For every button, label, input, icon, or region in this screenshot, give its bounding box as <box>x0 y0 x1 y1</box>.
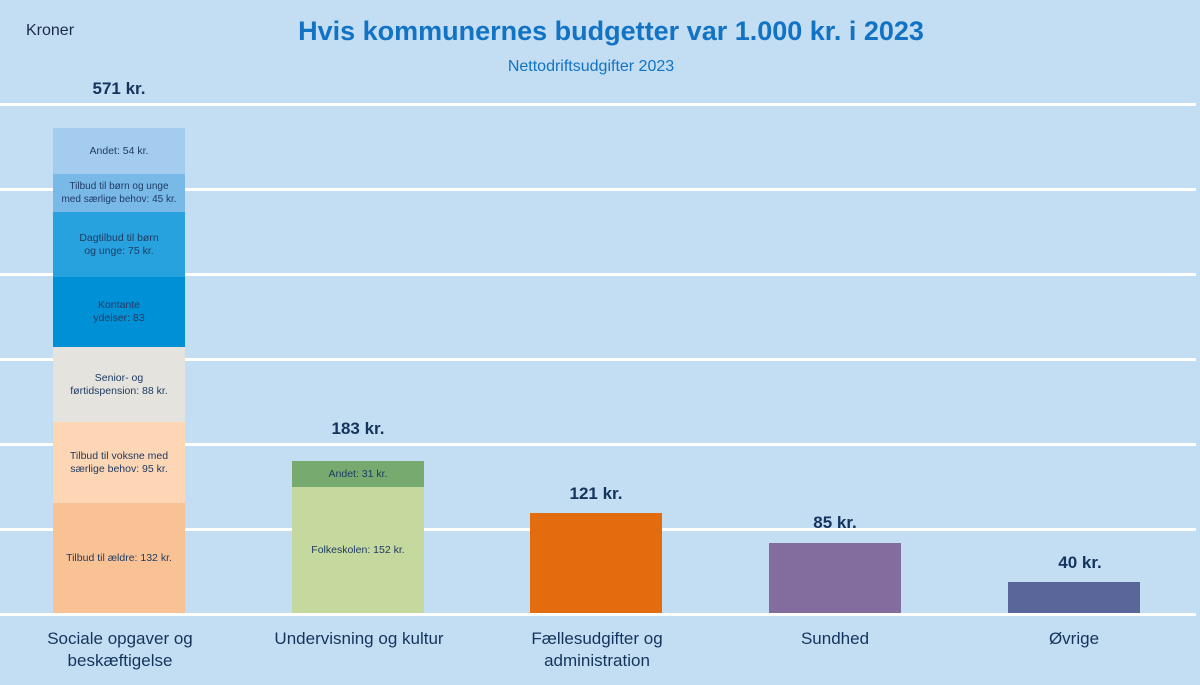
gridline-500 <box>0 188 1196 191</box>
category-label: Sundhed <box>800 629 870 648</box>
segment-dagtilbud: Dagtilbud til børn og unge: 75 kr. <box>53 212 185 277</box>
category-label: Undervisning og kultur <box>274 629 444 648</box>
bar-total-label: 571 kr. <box>92 79 146 98</box>
gridline-400 <box>0 273 1196 276</box>
x-axis-baseline <box>0 613 1196 616</box>
bar-sundhed <box>769 543 901 614</box>
segment-boern-unge-saerlige-behov: Tilbud til børn og unge med særlige beho… <box>53 174 185 212</box>
segment-voksne-saerlige-behov: Tilbud til voksne med særlige behov: 95 … <box>53 422 185 503</box>
stacked-bar-undervisning: Andet: 31 kr. Folkeskolen: 152 kr. <box>292 461 424 614</box>
segment-senior-foertidspension: Senior- og førtidspension: 88 kr. <box>53 347 185 422</box>
chart-title: Hvis kommunernes budgetter var 1.000 kr.… <box>298 16 924 46</box>
segment-aeldre: Tilbud til ældre: 132 kr. <box>53 503 185 614</box>
segment-andet: Andet: 54 kr. <box>53 128 185 174</box>
segment-folkeskolen: Folkeskolen: 152 kr. <box>292 487 424 614</box>
y-axis-unit-label: Kroner <box>26 22 75 39</box>
segment-andet: Andet: 31 kr. <box>292 461 424 487</box>
category-label: Sociale opgaver og beskæftigelse <box>47 629 193 670</box>
bar-total-label: 183 kr. <box>331 419 385 438</box>
bar-total-label: 121 kr. <box>569 484 623 503</box>
category-label: Øvrige <box>1048 629 1100 648</box>
bar-faellesudgifter <box>530 513 662 614</box>
gridline-600 <box>0 103 1196 106</box>
category-label: Fællesudgifter og administration <box>531 629 663 670</box>
chart-subtitle: Nettodriftsudgifter 2023 <box>507 58 675 75</box>
stacked-bar-sociale-opgaver: Andet: 54 kr. Tilbud til børn og unge me… <box>53 128 185 614</box>
gridline-200 <box>0 443 1196 446</box>
segment-kontante-ydelser: Kontante ydelser: 83 <box>53 277 185 347</box>
gridline-300 <box>0 358 1196 361</box>
bar-total-label: 85 kr. <box>813 513 857 532</box>
bar-total-label: 40 kr. <box>1058 553 1102 572</box>
bar-oevrige <box>1008 582 1140 614</box>
